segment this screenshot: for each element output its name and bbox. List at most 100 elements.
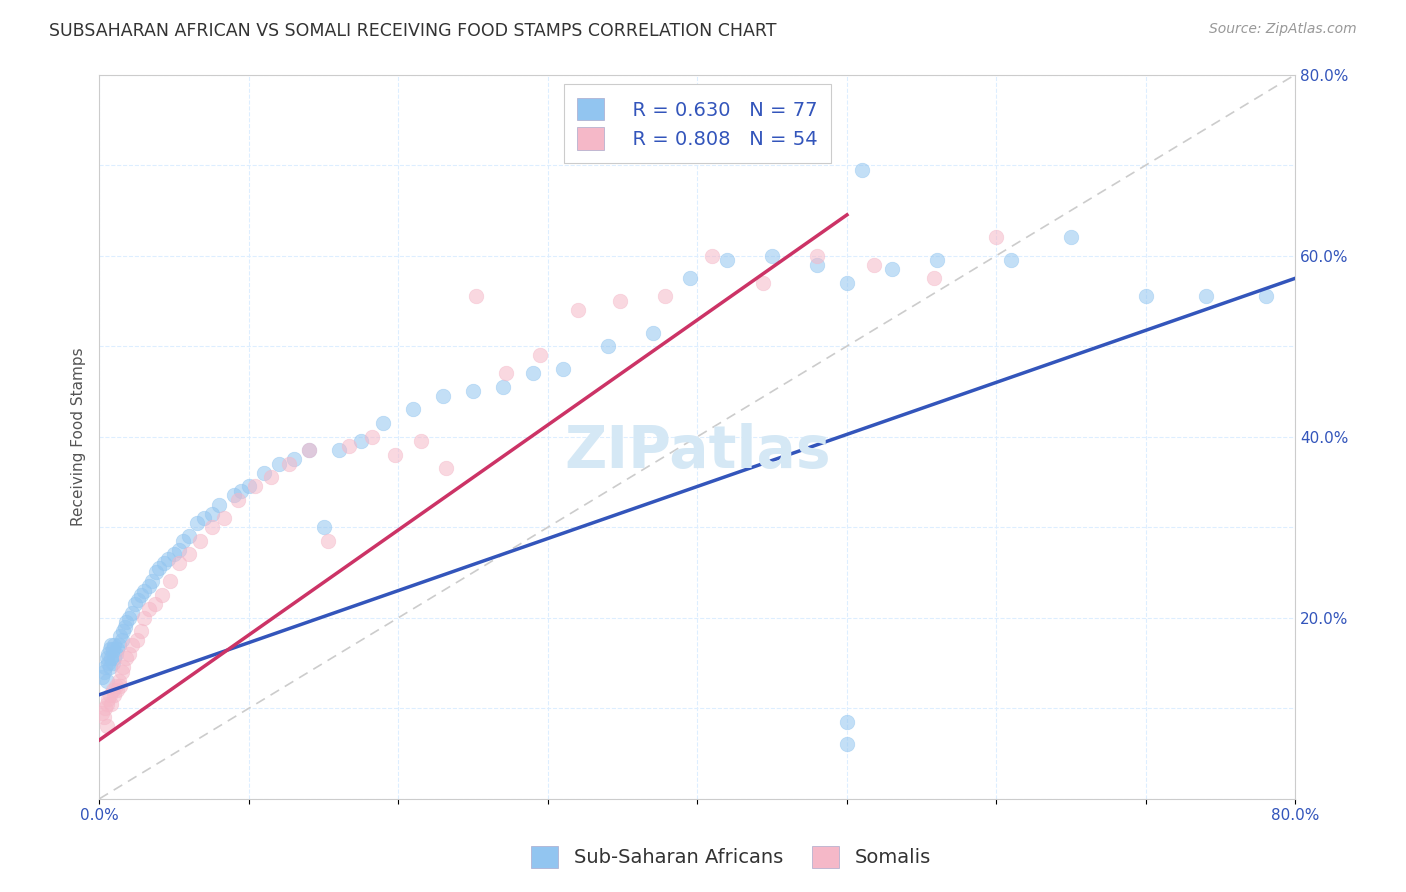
Point (350, 434, 373, 449)
Point (328, 443, 350, 458)
Point (172, 533, 194, 548)
Point (96, 697, 118, 711)
Point (145, 566, 167, 580)
Point (118, 610, 141, 624)
Point (129, 624, 152, 639)
Point (108, 674, 131, 689)
Point (495, 366, 517, 380)
Point (267, 457, 290, 471)
Point (104, 679, 127, 693)
Point (283, 452, 305, 467)
Point (188, 533, 211, 548)
Point (97, 692, 120, 706)
Point (492, 380, 515, 394)
Point (384, 448, 406, 462)
Point (111, 665, 134, 679)
Y-axis label: Receiving Food Stamps: Receiving Food Stamps (72, 347, 86, 526)
Point (409, 434, 432, 449)
Text: ZIPatlas: ZIPatlas (564, 423, 831, 480)
Legend: Sub-Saharan Africans, Somalis: Sub-Saharan Africans, Somalis (522, 836, 941, 878)
Point (360, 430, 382, 444)
Point (105, 683, 128, 698)
Point (93, 665, 115, 679)
Point (200, 507, 222, 521)
Point (529, 348, 551, 362)
Point (104, 647, 127, 661)
Point (167, 557, 190, 571)
Point (337, 439, 360, 453)
Point (806, 258, 828, 272)
Point (134, 583, 156, 598)
Point (551, 361, 574, 376)
Point (98, 688, 121, 702)
Point (434, 461, 457, 475)
Point (167, 542, 190, 557)
Point (127, 592, 149, 607)
Point (186, 516, 208, 530)
Point (98, 660, 121, 674)
Point (98, 642, 121, 657)
Point (91, 706, 114, 720)
Point (716, 253, 738, 268)
Point (148, 561, 170, 575)
Point (115, 615, 138, 630)
Point (101, 683, 124, 698)
Point (835, 738, 858, 752)
Point (1000, 253, 1022, 268)
Point (880, 262, 903, 277)
Point (101, 656, 124, 670)
Point (1135, 289, 1157, 303)
Point (925, 253, 948, 268)
Point (103, 638, 125, 652)
Point (100, 638, 122, 652)
Point (179, 547, 201, 561)
Point (312, 520, 335, 534)
Point (159, 574, 181, 589)
Point (143, 597, 166, 611)
Point (121, 638, 143, 652)
Point (115, 651, 138, 665)
Point (463, 384, 485, 399)
Point (851, 162, 873, 177)
Point (373, 416, 395, 430)
Point (679, 271, 702, 285)
Point (702, 249, 724, 263)
Point (212, 511, 235, 525)
Point (101, 642, 124, 657)
Point (761, 249, 783, 263)
Point (97, 647, 120, 661)
Point (986, 230, 1008, 244)
Point (1195, 289, 1218, 303)
Point (112, 624, 135, 639)
Point (100, 697, 122, 711)
Text: SUBSAHARAN AFRICAN VS SOMALI RECEIVING FOOD STAMPS CORRELATION CHART: SUBSAHARAN AFRICAN VS SOMALI RECEIVING F… (49, 22, 776, 40)
Point (316, 533, 339, 548)
Point (108, 638, 131, 652)
Point (111, 633, 134, 648)
Point (138, 579, 160, 593)
Point (103, 651, 125, 665)
Point (157, 552, 180, 566)
Point (152, 557, 174, 571)
Point (110, 629, 132, 643)
Point (596, 339, 619, 353)
Point (134, 610, 156, 624)
Point (208, 498, 231, 512)
Text: Source: ZipAtlas.com: Source: ZipAtlas.com (1209, 22, 1357, 37)
Point (278, 457, 301, 471)
Point (112, 660, 135, 674)
Point (1060, 230, 1083, 244)
Point (193, 511, 215, 525)
Legend:   R = 0.630   N = 77,   R = 0.808   N = 54: R = 0.630 N = 77, R = 0.808 N = 54 (564, 84, 831, 163)
Point (654, 289, 676, 303)
Point (222, 488, 245, 502)
Point (231, 483, 253, 498)
Point (100, 651, 122, 665)
Point (91, 669, 114, 683)
Point (567, 302, 589, 317)
Point (121, 606, 143, 620)
Point (298, 443, 321, 458)
Point (125, 633, 148, 648)
Point (835, 276, 858, 290)
Point (150, 588, 173, 602)
